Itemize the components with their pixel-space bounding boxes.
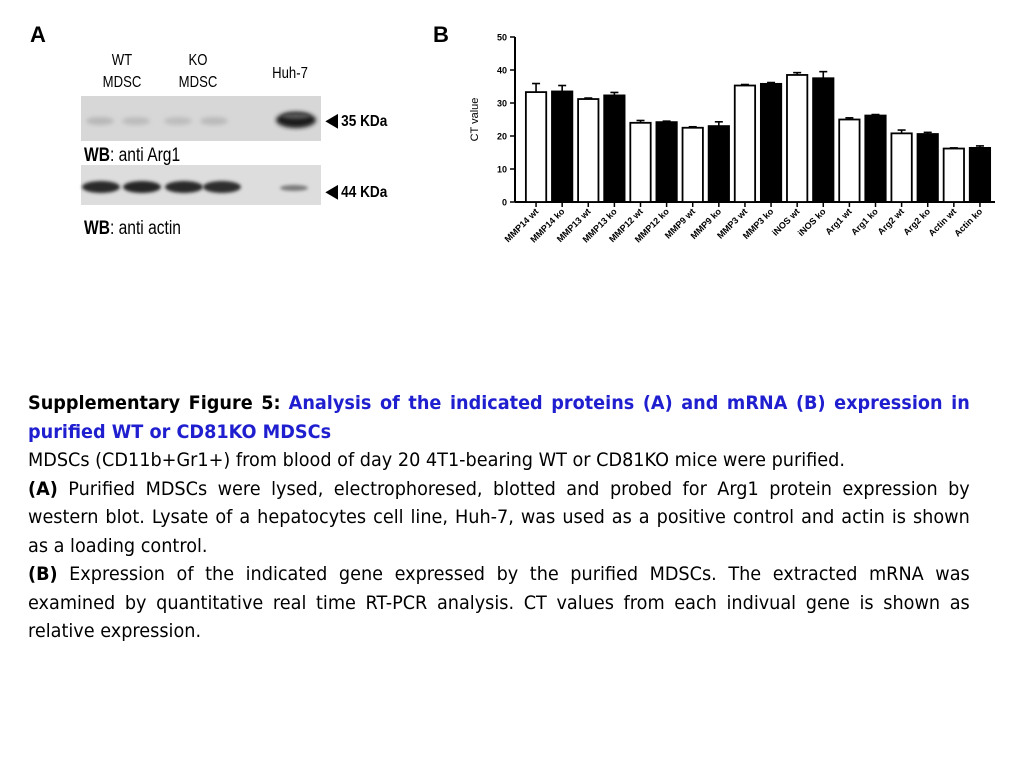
caption-para-2-text: Purified MDSCs were lysed, electrophores… [28,478,970,557]
band-arg1-wt-2 [122,117,150,125]
wb-label-actin-prefix: WB [84,218,110,239]
caption-title: Supplementary Figure 5: Analysis of the … [28,390,970,447]
bar [786,74,809,203]
bar [524,91,548,203]
panel-a-letter: A [30,22,46,47]
bar [890,132,913,203]
caption-para-2-label: (A) [28,478,58,500]
bar [968,146,992,203]
y-axis-label: CT value [469,98,481,142]
bar [733,84,757,203]
lane-label-huh7: Huh-7 [272,65,308,82]
bar [812,77,835,203]
x-tick-label: Arg1 wt [823,206,853,236]
band-arg1-wt-1 [86,117,114,125]
bar [655,121,678,203]
bar [551,90,574,203]
marker-35kda-label: 35 KDa [341,113,388,130]
y-tick-label: 0 [502,198,507,208]
band-actin-huh7 [280,185,308,191]
western-blot-image [81,96,321,205]
lane-label-ko: KO MDSC [173,50,222,94]
bar [864,114,887,203]
caption-para-3: (B) Expression of the indicated gene exp… [28,561,970,647]
marker-44kda: ◀ 44 KDa [326,181,387,202]
band-actin-wt-2 [123,181,161,193]
y-tick-label: 20 [497,132,507,142]
lane-label-ko-line1: KO [188,52,208,69]
bar [577,98,600,203]
caption-para-1: MDSCs (CD11b+Gr1+) from blood of day 20 … [28,450,845,471]
lane-label-ko-line2: MDSC [178,74,218,91]
caption-para-3-text: Expression of the indicated gene express… [28,564,970,642]
marker-35kda: ◀ 35 KDa [326,110,387,131]
wb-label-actin: WB: anti actin [84,218,181,240]
band-actin-ko-1 [165,181,203,193]
panel-b-letter: B [433,22,449,47]
bar [681,126,704,203]
lane-label-wt-line2: MDSC [102,74,142,91]
caption-para-3-label: (B) [28,564,58,585]
bar [629,121,652,203]
lane-label-wt-line1: WT [111,52,133,69]
bar [916,133,939,203]
wb-label-arg1-prefix: WB [84,145,110,166]
y-tick-label: 30 [497,99,507,109]
figure-caption: Supplementary Figure 5: Analysis of the … [28,390,970,647]
marker-44kda-label: 44 KDa [341,184,388,201]
lane-label-wt: WT MDSC [97,50,146,94]
band-arg1-ko-1 [164,117,192,125]
x-tick-label: Arg2 wt [876,206,906,236]
marker-arrow-icon: ◀ [326,181,338,201]
wb-label-actin-text: : anti actin [109,218,181,239]
y-tick-label: 40 [497,66,507,76]
band-actin-ko-2 [203,181,241,193]
band-arg1-ko-2 [200,117,228,125]
x-tick-label: Arg1 ko [849,206,880,237]
caption-para-2: (A) Purified MDSCs were lysed, electroph… [28,476,970,562]
caption-heading: Analysis of the indicated proteins (A) a… [28,393,970,443]
y-tick-label: 50 [497,33,507,43]
bar [942,147,965,203]
wb-label-arg1-text: : anti Arg1 [109,145,181,166]
x-tick-label: Actin ko [952,206,985,239]
bar [838,118,861,203]
x-tick-label: iNOS ko [796,206,828,238]
band-actin-wt-1 [82,181,120,193]
bar [759,82,783,203]
marker-arrow-icon: ◀ [326,110,338,130]
caption-label: Supplementary Figure 5: [28,393,281,414]
bar [603,94,626,203]
y-tick-label: 10 [497,165,507,175]
wb-label-arg1: WB: anti Arg1 [84,145,180,167]
bar [707,125,730,203]
